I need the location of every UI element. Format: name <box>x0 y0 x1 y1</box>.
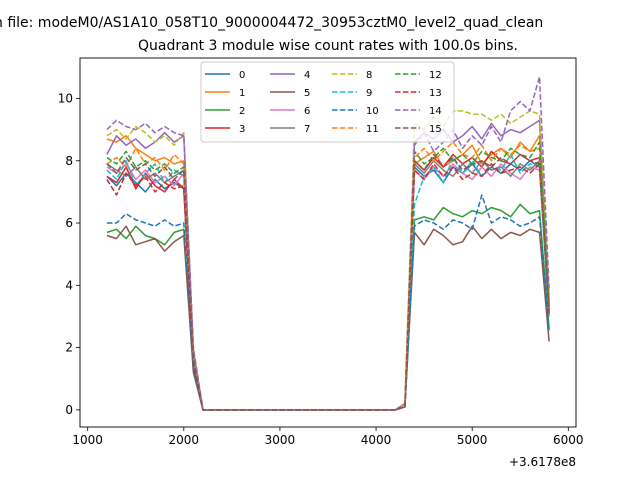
y-tick-label: 8 <box>65 154 73 168</box>
y-tick-label: 10 <box>58 91 73 105</box>
y-tick-label: 4 <box>65 278 73 292</box>
legend-label-2: 2 <box>239 106 245 117</box>
legend-label-9: 9 <box>366 88 372 99</box>
legend-label-1: 1 <box>239 88 245 99</box>
y-axis: 0 2 4 6 8 10 <box>58 91 80 417</box>
legend-label-5: 5 <box>304 88 310 99</box>
chart-title: Quadrant 3 module wise count rates with … <box>138 38 518 54</box>
legend-label-3: 3 <box>239 124 245 135</box>
legend-label-8: 8 <box>366 70 372 81</box>
x-tick-label: 6000 <box>553 433 584 447</box>
plot-frame <box>79 57 577 428</box>
legend-label-15: 15 <box>429 124 442 135</box>
x-axis-offset-label: +3.6178e8 <box>509 455 576 469</box>
legend-frame <box>200 61 455 143</box>
series-line-11 <box>106 141 550 411</box>
series-layer <box>106 75 550 411</box>
legend-label-0: 0 <box>239 70 245 81</box>
legend-label-14: 14 <box>429 106 442 117</box>
x-tick-label: 1000 <box>72 433 103 447</box>
legend-label-6: 6 <box>304 106 310 117</box>
series-line-10 <box>106 194 550 411</box>
legend-label-11: 11 <box>366 124 379 135</box>
series-line-15 <box>106 153 550 411</box>
legend-label-7: 7 <box>304 124 310 135</box>
legend-label-12: 12 <box>429 70 442 81</box>
x-tick-label: 5000 <box>457 433 488 447</box>
x-tick-label: 4000 <box>361 433 392 447</box>
y-tick-label: 6 <box>65 216 73 230</box>
x-tick-label: 2000 <box>169 433 200 447</box>
y-tick-label: 2 <box>65 341 73 355</box>
legend-label-13: 13 <box>429 88 442 99</box>
figure-suptitle: n file: modeM0/AS1A10_058T10_9000004472_… <box>0 15 543 31</box>
legend-label-10: 10 <box>366 106 379 117</box>
y-tick-label: 0 <box>65 403 73 417</box>
x-axis: 1000 2000 3000 4000 5000 6000 <box>72 427 584 447</box>
legend-label-4: 4 <box>304 70 310 81</box>
x-tick-label: 3000 <box>265 433 296 447</box>
